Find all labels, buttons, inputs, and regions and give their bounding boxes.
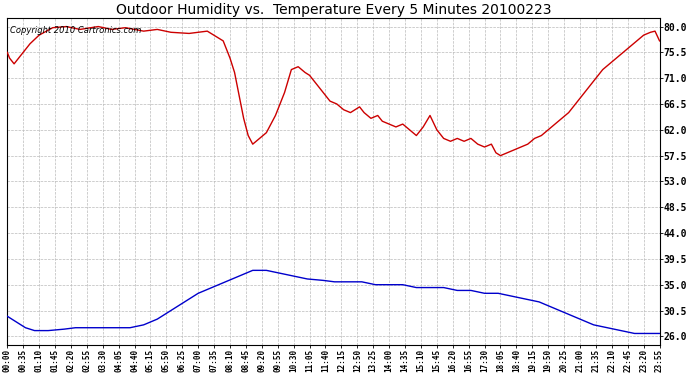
Title: Outdoor Humidity vs.  Temperature Every 5 Minutes 20100223: Outdoor Humidity vs. Temperature Every 5… xyxy=(116,3,551,17)
Text: Copyright 2010 Cartronics.com: Copyright 2010 Cartronics.com xyxy=(10,26,141,35)
